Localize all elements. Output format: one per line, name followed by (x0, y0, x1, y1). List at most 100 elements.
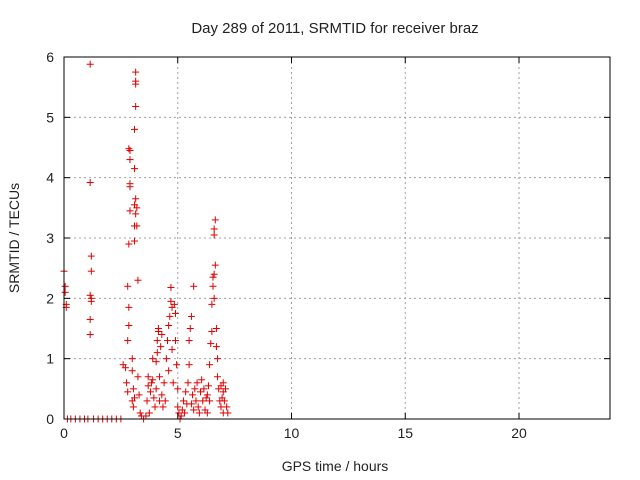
data-point (151, 403, 159, 411)
data-point (208, 328, 216, 336)
x-tick-label: 10 (284, 425, 300, 441)
data-point (185, 337, 193, 345)
data-point (86, 178, 94, 186)
data-point (124, 282, 132, 290)
data-point (194, 403, 202, 411)
data-point (144, 382, 152, 390)
data-point (223, 403, 231, 411)
data-point (153, 337, 161, 345)
data-point (143, 397, 151, 405)
data-point (209, 282, 217, 290)
data-point (124, 337, 132, 345)
data-point (167, 283, 175, 291)
data-point (132, 68, 140, 76)
data-point (131, 125, 139, 133)
data-point (128, 355, 136, 363)
data-point (217, 382, 225, 390)
data-point (149, 355, 157, 363)
data-point (210, 231, 218, 239)
data-point (150, 394, 158, 402)
data-point (86, 331, 94, 339)
y-tick-label: 1 (46, 351, 54, 367)
y-tick-label: 0 (46, 411, 54, 427)
x-tick-label: 15 (397, 425, 413, 441)
data-point (197, 388, 204, 396)
data-point (61, 282, 69, 290)
data-point (161, 397, 169, 405)
data-point (190, 282, 198, 290)
data-point (87, 267, 95, 275)
data-point (189, 391, 197, 399)
data-point (222, 385, 230, 393)
data-point (187, 400, 195, 408)
data-point (129, 385, 137, 393)
data-point (148, 379, 156, 387)
x-tick-label: 0 (60, 425, 68, 441)
data-point (179, 397, 187, 405)
y-tick-label: 5 (46, 109, 54, 125)
x-axis-label: GPS time / hours (282, 458, 389, 474)
data-point (211, 261, 219, 269)
data-point (131, 237, 139, 245)
data-point (193, 379, 201, 387)
data-point (199, 397, 207, 405)
data-point (186, 325, 194, 332)
data-point (224, 409, 232, 417)
data-point (198, 376, 206, 384)
data-point (185, 361, 193, 369)
data-point (209, 273, 217, 281)
data-point (125, 240, 133, 248)
data-point (146, 388, 154, 396)
data-point (133, 222, 141, 230)
data-point (125, 303, 133, 311)
data-point (145, 409, 153, 417)
data-point (170, 300, 178, 308)
data-point (182, 388, 190, 396)
data-point (131, 394, 139, 402)
x-tick-label: 5 (174, 425, 182, 441)
data-point (126, 180, 134, 188)
data-points (60, 60, 232, 423)
data-point (152, 385, 160, 393)
data-point (129, 403, 137, 411)
data-point (86, 291, 94, 299)
data-point (125, 321, 133, 329)
data-point (125, 145, 133, 153)
data-point (192, 397, 200, 405)
grid-layer (64, 57, 610, 419)
y-axis-label: SRMTID / TECUs (6, 183, 22, 293)
data-point (162, 355, 170, 363)
data-point (126, 147, 134, 155)
axis-ticks: 0 5 10 15 20 0 1 2 3 4 5 6 (46, 49, 610, 441)
data-point (168, 346, 176, 354)
data-point (174, 403, 182, 411)
data-point (156, 373, 164, 381)
data-point (134, 373, 142, 381)
data-point (164, 337, 172, 345)
data-point (126, 156, 134, 164)
y-tick-label: 3 (46, 230, 54, 246)
data-point (208, 300, 216, 308)
data-point (195, 409, 203, 417)
data-point (132, 210, 140, 218)
data-point (200, 385, 208, 393)
data-point (171, 337, 179, 345)
data-point (206, 397, 214, 405)
data-point (87, 252, 95, 260)
data-point (167, 297, 175, 305)
data-point (173, 361, 181, 369)
data-point (126, 207, 134, 215)
chart-title: Day 289 of 2011, SRMTID for receiver bra… (191, 20, 478, 37)
data-point (157, 343, 165, 351)
data-point (210, 225, 218, 233)
data-point (132, 77, 140, 85)
data-point (160, 379, 168, 387)
data-point (211, 216, 219, 224)
data-point (136, 409, 144, 417)
data-point (166, 312, 174, 320)
data-point (135, 391, 143, 399)
data-point (212, 325, 220, 332)
data-point (158, 331, 166, 339)
data-point (203, 409, 211, 417)
data-point (214, 355, 222, 363)
